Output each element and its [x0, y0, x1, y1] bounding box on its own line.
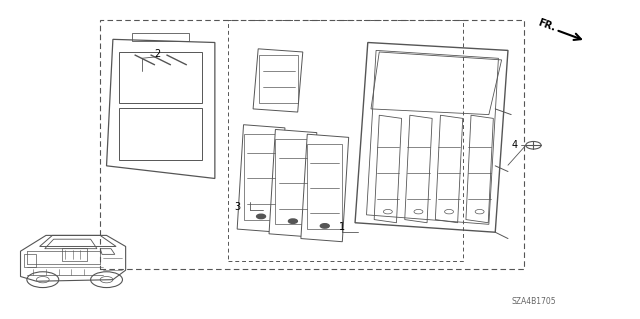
- Text: 4: 4: [511, 140, 517, 150]
- Text: 3: 3: [234, 202, 240, 212]
- Bar: [132, 33, 189, 41]
- Bar: [275, 139, 310, 224]
- Bar: [228, 20, 463, 261]
- Bar: [259, 55, 298, 103]
- Bar: [119, 52, 202, 103]
- Bar: [244, 134, 278, 219]
- Text: 1: 1: [339, 222, 346, 233]
- Polygon shape: [269, 130, 317, 237]
- Circle shape: [257, 214, 266, 219]
- Bar: [24, 254, 36, 267]
- Bar: [307, 144, 342, 229]
- Circle shape: [320, 224, 329, 228]
- Bar: [100, 20, 524, 269]
- Polygon shape: [301, 134, 349, 242]
- Circle shape: [289, 219, 298, 223]
- Bar: [119, 108, 202, 160]
- Text: FR.: FR.: [537, 17, 557, 33]
- Bar: [62, 248, 88, 261]
- Text: SZA4B1705: SZA4B1705: [511, 297, 556, 306]
- Polygon shape: [237, 125, 285, 232]
- Text: 2: 2: [154, 48, 161, 59]
